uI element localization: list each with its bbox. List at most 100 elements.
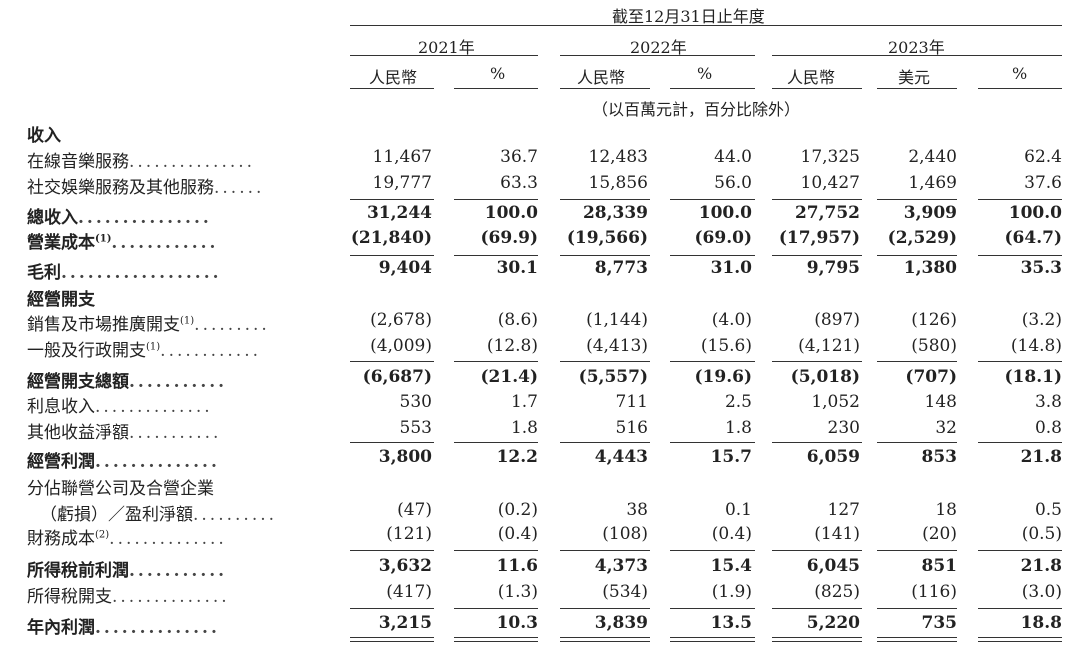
cell-value: (1.3) bbox=[497, 582, 538, 602]
cell-value: (5,557) bbox=[578, 367, 648, 387]
row-label: 經營開支總額........... bbox=[27, 367, 227, 392]
cell-value: 13.5 bbox=[710, 613, 752, 633]
year-underline-2021 bbox=[350, 55, 538, 56]
cell-value: 31.0 bbox=[710, 258, 752, 278]
cell-value: 11.6 bbox=[496, 556, 538, 576]
dot-leader: ............... bbox=[78, 208, 212, 228]
cell-value: (21,840) bbox=[350, 228, 432, 248]
cell-value: 3,215 bbox=[378, 613, 432, 633]
cell-value: (534) bbox=[602, 582, 648, 602]
cell-value: 851 bbox=[921, 556, 958, 576]
year-underline-2023 bbox=[772, 55, 1062, 56]
cell-value: (897) bbox=[814, 310, 860, 330]
row-label-text: 銷售及市場推廣開支 bbox=[27, 315, 180, 335]
footnote-marker: (2) bbox=[95, 529, 110, 541]
total-rule bbox=[350, 608, 434, 609]
row-label-text: 經營開支總額 bbox=[27, 372, 129, 392]
dot-leader: ......... bbox=[194, 315, 270, 335]
cell-value: 36.7 bbox=[500, 147, 538, 167]
subheader-pct-2022: % bbox=[697, 64, 713, 83]
total-rule bbox=[560, 199, 650, 200]
subheader-rmb-2022: 人民幣 bbox=[577, 68, 626, 87]
cell-value: 2,440 bbox=[908, 147, 957, 167]
cell-value: 2.5 bbox=[724, 392, 752, 412]
row-label-text: 在線音樂服務 bbox=[27, 152, 129, 172]
cell-value: (18.1) bbox=[1004, 367, 1063, 387]
row-label: 總收入............... bbox=[27, 203, 212, 228]
row-label: 財務成本(2).............. bbox=[27, 524, 227, 549]
total-rule bbox=[350, 637, 434, 642]
total-rule bbox=[454, 550, 538, 551]
row-label: 營業成本(1)............ bbox=[27, 228, 218, 253]
total-rule bbox=[978, 550, 1062, 551]
cell-value: 62.4 bbox=[1024, 147, 1062, 167]
dot-leader: .............. bbox=[95, 618, 220, 638]
cell-value: 35.3 bbox=[1020, 258, 1062, 278]
dot-leader: ........... bbox=[129, 372, 228, 392]
row-label: 一般及行政開支(1)............ bbox=[27, 336, 261, 361]
row-label: 銷售及市場推廣開支(1)......... bbox=[27, 310, 270, 335]
cell-value: (4,121) bbox=[798, 336, 860, 356]
cell-value: (47) bbox=[397, 500, 432, 520]
cell-value: 100.0 bbox=[698, 203, 752, 223]
total-rule bbox=[454, 361, 538, 362]
total-rule bbox=[877, 442, 957, 443]
cell-value: (19,566) bbox=[566, 228, 648, 248]
cell-value: (0.5) bbox=[1021, 524, 1062, 544]
cell-value: 32 bbox=[935, 418, 957, 438]
cell-value: 100.0 bbox=[1008, 203, 1062, 223]
dot-leader: .............. bbox=[95, 452, 220, 472]
total-rule bbox=[350, 361, 434, 362]
subheader-rmb-2021: 人民幣 bbox=[369, 68, 418, 87]
year-header-2023: 2023年 bbox=[888, 38, 945, 57]
row-label-text: 經營利潤 bbox=[27, 452, 95, 472]
cell-value: (707) bbox=[905, 367, 957, 387]
cell-value: 63.3 bbox=[500, 173, 538, 193]
row-label: 其他收益淨額........... bbox=[27, 418, 221, 443]
cell-value: 21.8 bbox=[1020, 447, 1062, 467]
cell-value: 516 bbox=[615, 418, 648, 438]
total-rule bbox=[978, 199, 1062, 200]
total-rule bbox=[350, 550, 434, 551]
dot-leader: .............. bbox=[95, 397, 213, 417]
cell-value: 12.2 bbox=[496, 447, 538, 467]
cell-value: 127 bbox=[827, 500, 860, 520]
cell-value: (1.9) bbox=[711, 582, 752, 602]
cell-value: (14.8) bbox=[1010, 336, 1062, 356]
cell-value: 21.8 bbox=[1020, 556, 1062, 576]
row-label-text: 社交娛樂服務及其他服務 bbox=[27, 178, 214, 198]
total-rule bbox=[670, 550, 755, 551]
dot-leader: .................. bbox=[61, 263, 222, 283]
total-rule bbox=[454, 255, 538, 256]
cell-value: 530 bbox=[399, 392, 432, 412]
cell-value: (3.2) bbox=[1021, 310, 1062, 330]
total-rule bbox=[454, 199, 538, 200]
row-label: 分佔聯營公司及合營企業 bbox=[27, 474, 214, 499]
row-label: 年內利潤.............. bbox=[27, 613, 220, 638]
dot-leader: .......... bbox=[193, 505, 278, 525]
cell-value: 17,325 bbox=[800, 147, 860, 167]
row-label-text: 分佔聯營公司及合營企業 bbox=[27, 479, 214, 499]
subheader-underline-3 bbox=[560, 88, 650, 89]
total-rule bbox=[772, 361, 862, 362]
cell-value: 0.1 bbox=[724, 500, 752, 520]
cell-value: (0.4) bbox=[497, 524, 538, 544]
total-rule bbox=[877, 637, 957, 642]
row-label: 社交娛樂服務及其他服務...... bbox=[27, 173, 264, 198]
row-label: 收入 bbox=[27, 121, 61, 146]
cell-value: (20) bbox=[922, 524, 957, 544]
total-rule bbox=[772, 442, 862, 443]
total-rule bbox=[670, 199, 755, 200]
cell-value: (0.4) bbox=[711, 524, 752, 544]
cell-value: 8,773 bbox=[594, 258, 648, 278]
cell-value: (1,144) bbox=[586, 310, 648, 330]
cell-value: (12.8) bbox=[486, 336, 538, 356]
row-label-text: 經營開支 bbox=[27, 290, 95, 310]
dot-leader: ...... bbox=[214, 178, 265, 198]
cell-value: (108) bbox=[602, 524, 648, 544]
row-label: 經營利潤.............. bbox=[27, 447, 220, 472]
cell-value: (6,687) bbox=[362, 367, 432, 387]
cell-value: 1,469 bbox=[908, 173, 957, 193]
total-rule bbox=[350, 255, 434, 256]
